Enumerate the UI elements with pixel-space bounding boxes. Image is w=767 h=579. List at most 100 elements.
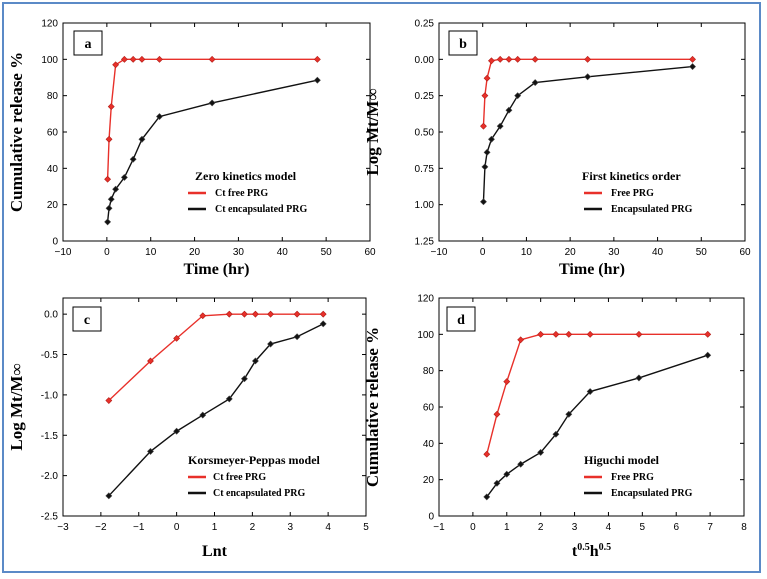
x-tick-label: 20 <box>189 247 201 258</box>
data-point <box>267 340 274 348</box>
data-point <box>493 410 501 418</box>
y-tick-label: 20 <box>47 200 59 211</box>
legend-label: Ct free PRG <box>215 188 268 199</box>
data-point <box>496 122 504 130</box>
data-point <box>105 204 113 212</box>
series-line-0 <box>106 58 318 180</box>
y-tick-label: 100 <box>417 330 434 341</box>
x-tick-label: 0 <box>104 247 110 258</box>
data-point <box>173 427 181 435</box>
data-point <box>240 310 248 318</box>
data-point <box>531 55 539 63</box>
data-point <box>173 334 181 342</box>
data-point <box>586 330 594 338</box>
x-tick-label: −1 <box>433 522 445 533</box>
y-tick-label: 1.25 <box>415 237 435 248</box>
data-point <box>704 351 712 359</box>
model-title: Higuchi model <box>584 453 660 467</box>
data-point <box>251 357 259 365</box>
x-tick-label: 50 <box>321 247 333 258</box>
data-point <box>199 411 207 419</box>
data-point <box>105 397 113 404</box>
data-point <box>635 374 643 382</box>
x-tick-label: 0 <box>480 247 486 258</box>
y-axis-label: Log Mt/M∞ <box>7 363 26 450</box>
x-tick-label: 7 <box>707 522 713 533</box>
x-tick-label: 4 <box>606 522 612 533</box>
x-tick-label: 20 <box>565 247 577 258</box>
x-tick-label: 8 <box>741 522 747 533</box>
y-axis-label: Cumulative release % <box>363 327 382 487</box>
x-tick-label: 2 <box>250 522 256 533</box>
data-point <box>488 135 495 143</box>
data-point <box>537 330 545 338</box>
x-tick-label: 60 <box>739 247 751 258</box>
panel-b: −10 0 10 20 30 40 50 60 0.25 0.00 0.25 0.50 0.75 1.00… <box>363 19 751 279</box>
x-tick-label: 0 <box>174 522 180 533</box>
y-axis-label: Log Mt/M∞ <box>363 88 382 175</box>
y-tick-label: 0.25 <box>415 19 435 30</box>
y-tick-label: 80 <box>47 91 59 102</box>
data-point <box>319 310 327 318</box>
data-point <box>480 198 487 206</box>
panel-letter: d <box>457 313 465 328</box>
data-point <box>493 479 501 487</box>
data-point <box>503 470 511 478</box>
legend-label: Encapsulated PRG <box>611 204 693 215</box>
x-tick-label: 5 <box>363 522 369 533</box>
x-tick-label: 1 <box>504 522 510 533</box>
data-point <box>319 320 327 328</box>
legend-label: Ct encapsulated PRG <box>213 488 305 499</box>
data-point <box>293 310 301 318</box>
y-tick-label: 0.0 <box>44 310 58 321</box>
data-point <box>483 74 491 82</box>
data-point <box>105 135 113 143</box>
data-point <box>537 448 545 456</box>
y-tick-label: 120 <box>41 19 58 30</box>
data-point <box>199 312 207 320</box>
series-line-1 <box>482 65 693 202</box>
data-point <box>147 447 154 455</box>
y-tick-label: 0.00 <box>415 55 435 66</box>
y-tick-label: -0.5 <box>41 350 59 361</box>
legend-label: Free PRG <box>611 188 654 199</box>
x-axis-label: t0.5h0.5 <box>572 542 611 560</box>
x-tick-label: −2 <box>95 522 107 533</box>
x-tick-label: 30 <box>233 247 245 258</box>
data-point <box>481 163 489 171</box>
x-axis-label: Time (hr) <box>559 261 625 278</box>
series-line-0 <box>108 313 324 402</box>
data-point <box>483 450 491 458</box>
y-tick-label: -2.0 <box>41 471 59 482</box>
series-line-0 <box>486 333 708 455</box>
data-point <box>689 63 696 71</box>
data-point <box>505 55 513 63</box>
x-tick-label: 40 <box>652 247 664 258</box>
data-point <box>480 122 487 130</box>
data-point <box>531 79 539 87</box>
x-tick-label: 1 <box>212 522 218 533</box>
data-point <box>240 375 248 383</box>
x-tick-label: 4 <box>325 522 331 533</box>
data-point <box>107 103 115 110</box>
y-tick-label: 40 <box>47 164 59 175</box>
data-point <box>565 410 573 418</box>
series-line-1 <box>486 354 708 498</box>
figure-frame <box>2 2 761 573</box>
legend-label: Ct encapsulated PRG <box>215 204 307 215</box>
data-point <box>104 218 112 226</box>
model-title: Korsmeyer-Peppas model <box>188 453 321 467</box>
data-point <box>635 330 643 338</box>
data-point <box>517 336 525 344</box>
panel-letter-box <box>72 306 102 332</box>
y-tick-label: 60 <box>47 128 59 139</box>
series-line-0 <box>482 58 693 127</box>
x-tick-label: −1 <box>133 522 145 533</box>
data-point <box>483 148 491 156</box>
y-tick-label: 0 <box>52 237 58 248</box>
data-point <box>107 195 115 203</box>
y-tick-label: -1.0 <box>41 390 59 401</box>
